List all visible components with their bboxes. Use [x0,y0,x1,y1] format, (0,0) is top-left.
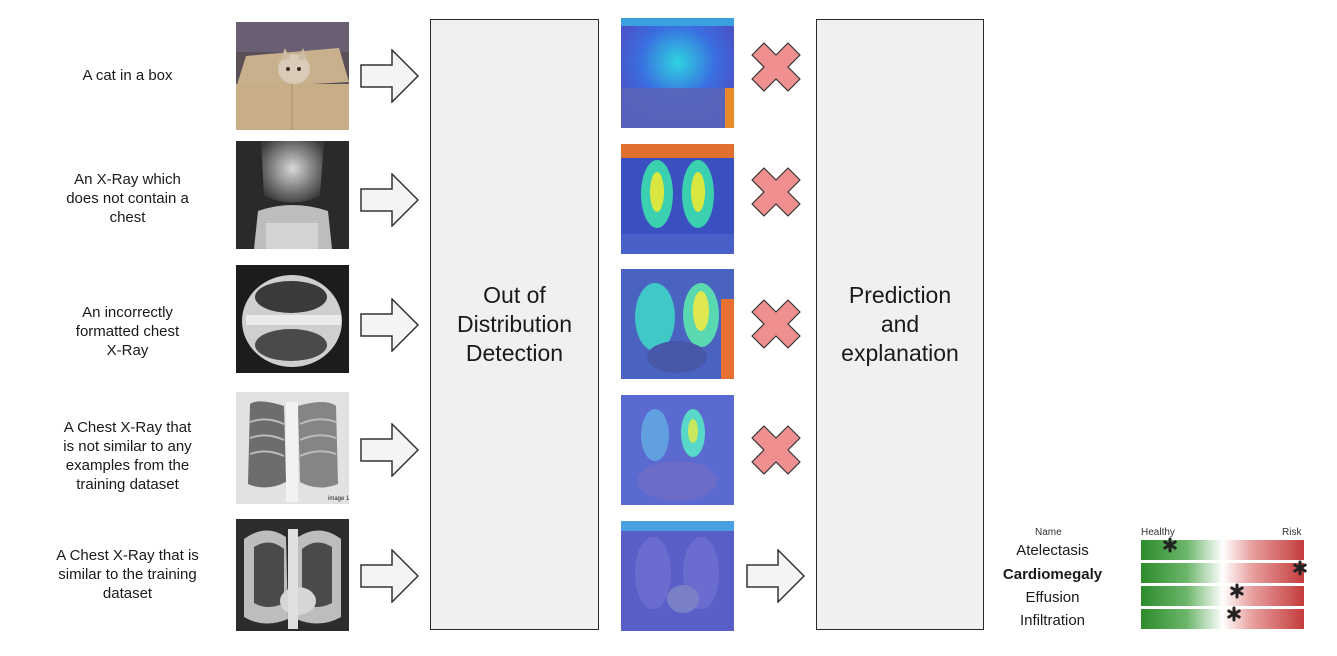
cat-heatmap [621,18,734,128]
risk-row-name: Effusion [1025,589,1080,606]
similar-heatmap [621,521,734,631]
arrow-right-icon [746,549,806,603]
risk-bar [1141,560,1307,583]
cat-in-box-photo [236,22,349,130]
arrow-right-icon [360,423,420,477]
risk-marker-icon [1227,606,1241,622]
input-label-dissimilar-chest: A Chest X-Ray that is not similar to any… [63,419,192,493]
risk-marker-icon [1163,537,1178,553]
input-label-similar-chest: A Chest X-Ray that is similar to the tra… [56,547,199,602]
risk-row-name: Cardiomegaly [1002,566,1103,583]
input-label-non-chest-xray: An X-Ray which does not contain a chest [66,171,189,226]
ood-detection-box: Out of Distribution Detection [430,19,599,630]
knee-heatmap [621,144,734,254]
similar-chest-xray [236,519,349,631]
risk-row-name: Atelectasis [1016,542,1089,559]
dissimilar-chest-xray: image 1 [236,392,349,504]
arrow-right-icon [360,549,420,603]
reject-cross-icon [751,425,801,475]
rotated-heatmap [621,269,734,379]
reject-cross-icon [751,299,801,349]
risk-marker-icon [1230,583,1244,599]
reject-cross-icon [751,167,801,217]
risk-marker-icon [1293,560,1307,576]
risk-header-name: Name [1035,527,1062,538]
svg-text:image 1: image 1 [328,496,349,502]
risk-bar [1141,537,1304,560]
input-label-incorrect-format: An incorrectly formatted chest X-Ray [75,304,180,359]
knee-xray [236,141,349,249]
rotated-chest-xray [236,265,349,373]
risk-bar [1141,583,1304,606]
risk-bar [1141,606,1304,629]
prediction-explanation-box: Prediction and explanation [816,19,984,630]
risk-row-name: Infiltration [1019,612,1086,629]
dissimilar-heatmap [621,395,734,505]
reject-cross-icon [751,42,801,92]
risk-header-risk: Risk [1282,527,1302,538]
input-label-cat: A cat in a box [82,67,173,84]
risk-header-healthy: Healthy [1141,527,1175,538]
arrow-right-icon [360,49,420,103]
arrow-right-icon [360,298,420,352]
arrow-right-icon [360,173,420,227]
